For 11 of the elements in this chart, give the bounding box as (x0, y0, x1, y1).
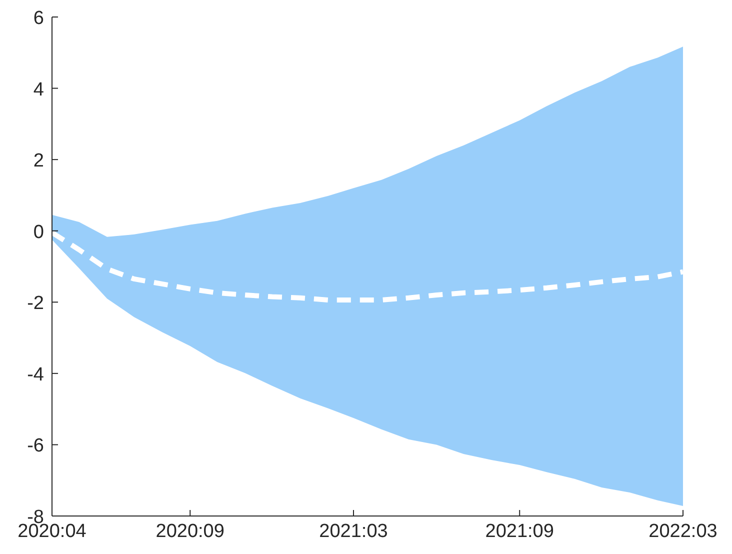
y-tick-label: 2 (33, 150, 44, 172)
y-tick-label: 0 (33, 222, 44, 243)
x-tick-label: 2020:09 (156, 521, 224, 542)
x-tick-label: 2022:03 (648, 521, 718, 542)
y-tick-label: -4 (27, 364, 44, 386)
y-tick-label: -2 (27, 293, 44, 314)
y-tick-label: 6 (33, 8, 44, 29)
x-tick-label: 2021:03 (319, 521, 388, 542)
x-tick-label: 2021:09 (485, 521, 554, 542)
y-tick-label: -6 (27, 436, 44, 457)
y-tick-label: 4 (33, 79, 44, 100)
